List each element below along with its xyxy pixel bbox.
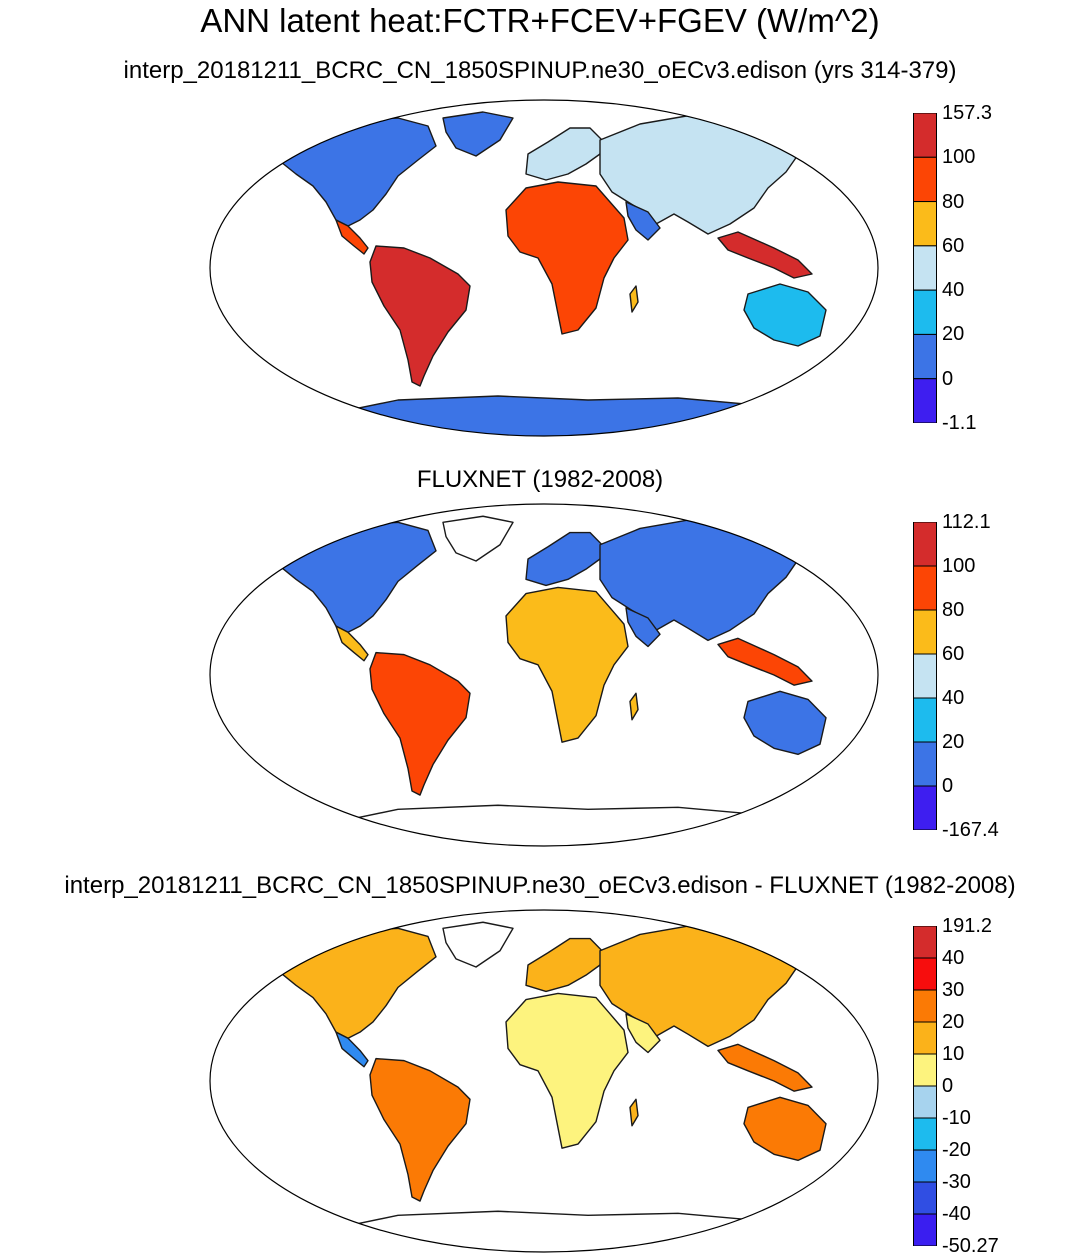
colorbar-tick-label: 0 bbox=[942, 1075, 954, 1097]
panel-2-colorbar bbox=[913, 522, 937, 830]
colorbar-box bbox=[913, 201, 937, 247]
colorbar-tick-label: -1.1 bbox=[942, 412, 977, 434]
colorbar-box bbox=[913, 1117, 937, 1151]
colorbar-box bbox=[913, 1213, 937, 1246]
colorbar-tick-label: 10 bbox=[942, 1043, 965, 1065]
nz-landmass bbox=[833, 755, 849, 780]
colorbar-box bbox=[913, 1053, 937, 1087]
colorbar-box bbox=[913, 653, 937, 699]
greenland-landmass bbox=[442, 921, 514, 968]
africa-landmass bbox=[505, 992, 629, 1149]
map-border bbox=[209, 99, 879, 437]
centam-landmass bbox=[335, 625, 369, 662]
madagascar-landmass bbox=[629, 1098, 639, 1127]
australia-landmass bbox=[743, 1096, 827, 1162]
seasia-landmass bbox=[717, 231, 813, 279]
colorbar-tick-label: 20 bbox=[942, 323, 965, 346]
arabia-landmass bbox=[625, 201, 661, 241]
nz-landmass bbox=[833, 347, 849, 371]
samerica-landmass bbox=[369, 1057, 471, 1202]
panel-1-subtitle: interp_20181211_BCRC_CN_1850SPINUP.ne30_… bbox=[123, 57, 957, 84]
colorbar-box bbox=[913, 289, 937, 335]
colorbar-tick-label: 30 bbox=[942, 979, 965, 1001]
nz-landmass bbox=[833, 1161, 849, 1186]
colorbar-box bbox=[913, 113, 937, 158]
madagascar-landmass bbox=[629, 692, 639, 721]
colorbar-box bbox=[913, 156, 937, 203]
colorbar-tick-label: 20 bbox=[942, 1011, 965, 1033]
colorbar-tick-label: -167.4 bbox=[942, 819, 999, 841]
arabia-landmass bbox=[625, 607, 661, 648]
colorbar-box bbox=[913, 989, 937, 1023]
colorbar-tick-label: 60 bbox=[942, 234, 965, 257]
colorbar-tick-label: -50.27 bbox=[942, 1235, 999, 1257]
colorbar-box bbox=[913, 565, 937, 611]
colorbar-box bbox=[913, 378, 937, 423]
colorbar-tick-label: 40 bbox=[942, 947, 965, 969]
panel-3-colorbar bbox=[913, 926, 937, 1246]
colorbar-box bbox=[913, 957, 937, 991]
colorbar-tick-label: -20 bbox=[942, 1139, 971, 1161]
samerica-landmass bbox=[369, 245, 471, 387]
greenland-landmass bbox=[442, 515, 514, 562]
colorbar-tick-label: 112.1 bbox=[942, 511, 991, 533]
africa-landmass bbox=[505, 586, 629, 743]
panel-1-colorbar bbox=[913, 113, 937, 423]
colorbar-tick-label: 80 bbox=[942, 190, 965, 213]
colorbar-tick-label: 20 bbox=[942, 731, 965, 753]
samerica-landmass bbox=[369, 651, 471, 796]
colorbar-box bbox=[913, 697, 937, 743]
panel-2-map bbox=[209, 503, 879, 847]
colorbar-box bbox=[913, 741, 937, 787]
colorbar-tick-label: 100 bbox=[942, 146, 976, 169]
colorbar-tick-label: -30 bbox=[942, 1171, 971, 1193]
centam-landmass bbox=[335, 1031, 369, 1068]
seasia-landmass bbox=[717, 637, 813, 686]
colorbar-tick-label: -40 bbox=[942, 1203, 971, 1225]
colorbar-box bbox=[913, 522, 937, 567]
colorbar-tick-label: 60 bbox=[942, 643, 965, 665]
madagascar-landmass bbox=[629, 285, 639, 313]
colorbar-tick-label: 0 bbox=[942, 367, 954, 390]
colorbar-tick-label: 191.2 bbox=[942, 915, 993, 937]
arabia-landmass bbox=[625, 1013, 661, 1054]
panel-1-map bbox=[209, 99, 879, 437]
panel-3-subtitle: interp_20181211_BCRC_CN_1850SPINUP.ne30_… bbox=[64, 872, 1016, 899]
centam-landmass bbox=[335, 219, 369, 255]
colorbar-tick-label: 100 bbox=[942, 555, 976, 577]
panel-2-subtitle: FLUXNET (1982-2008) bbox=[416, 466, 664, 493]
greenland-landmass bbox=[442, 111, 514, 157]
colorbar-tick-label: 80 bbox=[942, 599, 965, 621]
seasia-landmass bbox=[717, 1043, 813, 1092]
africa-landmass bbox=[505, 181, 629, 335]
colorbar-tick-label: -10 bbox=[942, 1107, 971, 1129]
colorbar-box bbox=[913, 785, 937, 830]
colorbar-box bbox=[913, 333, 937, 380]
colorbar-tick-label: 157.3 bbox=[942, 102, 993, 124]
australia-landmass bbox=[743, 283, 827, 347]
colorbar-box bbox=[913, 609, 937, 655]
colorbar-tick-label: 40 bbox=[942, 687, 965, 709]
colorbar-tick-label: 0 bbox=[942, 775, 954, 797]
map-border bbox=[209, 503, 879, 847]
colorbar-box bbox=[913, 1085, 937, 1119]
australia-landmass bbox=[743, 690, 827, 756]
panel-3-map bbox=[209, 909, 879, 1253]
colorbar-box bbox=[913, 245, 937, 291]
colorbar-box bbox=[913, 1181, 937, 1215]
colorbar-box bbox=[913, 1021, 937, 1055]
colorbar-box bbox=[913, 1149, 937, 1183]
colorbar-tick-label: 40 bbox=[942, 279, 965, 302]
colorbar-box bbox=[913, 926, 937, 959]
figure-title: ANN latent heat:FCTR+FCEV+FGEV (W/m^2) bbox=[200, 2, 880, 39]
map-border bbox=[209, 909, 879, 1253]
